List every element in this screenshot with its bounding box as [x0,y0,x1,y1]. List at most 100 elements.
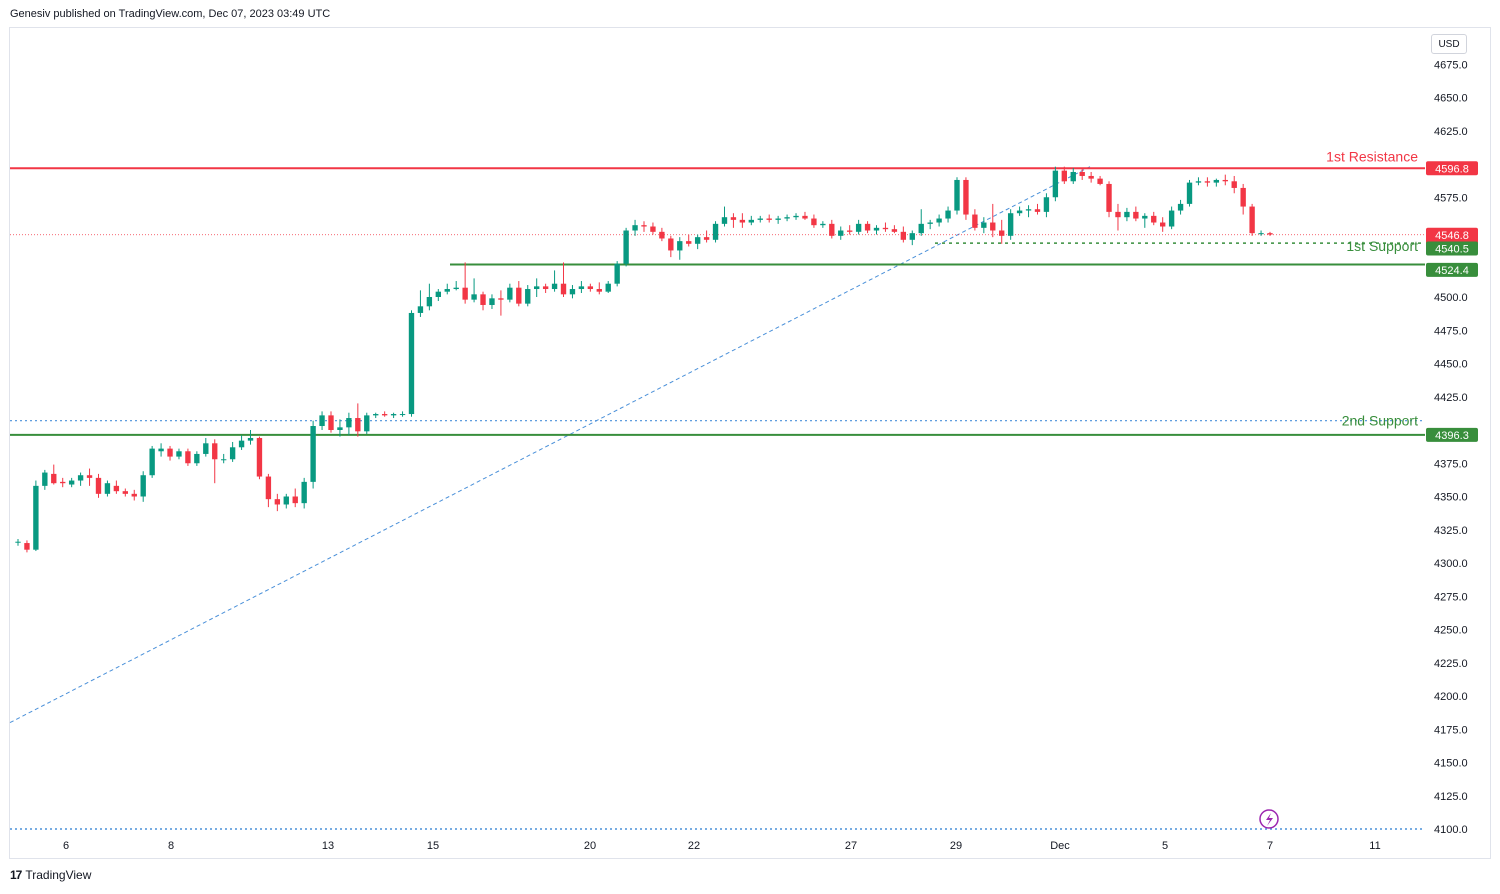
candle-body [578,286,585,290]
candle-body [444,289,450,292]
candle-body [337,427,343,430]
candle-body [1160,222,1166,227]
chart-frame [9,27,1491,859]
candle-body [516,287,522,304]
candle-body [793,215,799,218]
y-tick-label: 4350.0 [1434,492,1468,504]
x-tick-label: 11 [1369,840,1380,852]
candle-body [677,241,683,251]
candle-body [51,473,57,484]
candle-body [1186,182,1193,204]
x-tick-label: 8 [168,840,174,852]
y-tick-label: 4500.0 [1434,292,1468,304]
resistance-price-tag-bg [1426,161,1478,176]
candle-body [775,218,781,220]
candle-body [176,451,182,457]
candle-body [274,499,281,505]
candle-body [945,210,951,219]
y-tick-label: 4125.0 [1434,791,1468,803]
y-tick-label: 4450.0 [1434,359,1468,371]
candle-body [829,223,835,236]
candle-body [229,447,236,460]
candle-body [1168,210,1175,227]
y-tick-label: 4200.0 [1434,691,1468,703]
candle-body [33,485,39,550]
candle-body [623,230,629,264]
candle-body [882,227,889,230]
candle-body [140,475,146,497]
candle-body [802,215,808,219]
candle-body [721,217,728,224]
candle-body [310,426,316,482]
y-tick-label: 4225.0 [1434,658,1468,670]
candle-body [900,231,907,240]
candle-body [1052,170,1059,198]
y-tick-label: 4300.0 [1434,558,1468,570]
candle-body [873,227,880,231]
support-2-price-tag-bg [1426,427,1478,442]
candle-body [247,437,254,441]
candle-body [560,283,567,295]
candle-body [256,437,263,477]
y-tick-label: 4150.0 [1434,758,1468,770]
candle-body [748,219,754,223]
candle-body [221,459,227,461]
y-tick-label: 4175.0 [1434,724,1468,736]
candle-body [909,233,915,240]
candle-body [1249,206,1255,234]
candle-body [712,223,719,240]
candle-body [605,283,611,292]
candle-body [847,230,853,232]
candle-body [265,476,272,500]
candle-body [766,218,772,220]
support-1-price-tag: 4540.5 [1435,243,1469,255]
candle-body [686,241,692,244]
candle-body [462,287,468,300]
candle-body [1079,171,1085,176]
candle-body [1258,233,1264,235]
candle-body [1142,215,1148,219]
current-price-tag: 4546.8 [1435,230,1469,242]
candle-body [864,223,871,231]
currency-selector[interactable]: USD [1431,34,1467,54]
candle-body [972,214,978,228]
candle-body [301,481,307,504]
candle-body [694,237,701,244]
candle-body [435,291,441,297]
candle-body [936,218,942,223]
footer-brand[interactable]: 17 TradingView [10,868,91,882]
candle-body [525,289,531,304]
candle-body [131,493,137,497]
candle-body [319,415,325,427]
candle-body [77,475,84,481]
candle-body [185,451,191,464]
y-tick-label: 4250.0 [1434,625,1468,637]
candle-body [1106,183,1112,212]
x-tick-label: Dec [1050,840,1070,852]
candle-body [1007,213,1014,236]
candle-body [1204,181,1211,183]
candle-body [507,287,513,300]
candle-body [739,219,746,223]
candle-body [283,496,289,505]
candle-body [632,225,638,231]
candle-body [891,229,898,232]
x-tick-label: 22 [688,840,700,852]
candle-body [60,481,66,484]
candle-body [158,448,164,452]
y-tick-label: 4425.0 [1434,392,1468,404]
candle-body [212,443,218,460]
y-tick-label: 4100.0 [1434,824,1468,836]
candle-body [534,286,540,290]
candle-body [194,453,200,464]
y-tick-label: 4275.0 [1434,591,1468,603]
candle-body [104,483,111,494]
candle-body [820,223,826,226]
candle-body [954,179,960,211]
candle-body [757,218,763,220]
candle-body [1097,178,1103,184]
candle-body [453,287,459,290]
candle-body [408,312,415,415]
candle-body [238,440,245,448]
